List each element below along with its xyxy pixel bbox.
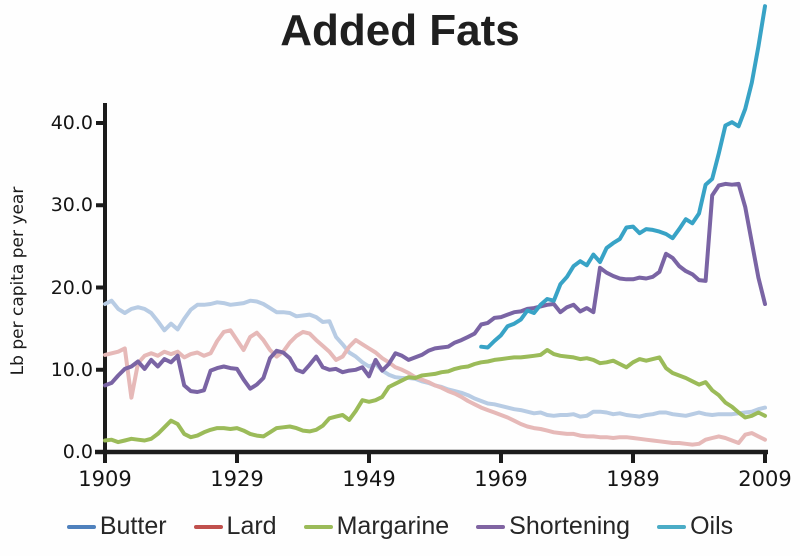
legend-label: Shortening — [509, 512, 631, 540]
legend: Butter Lard Margarine Shortening Oils — [0, 512, 800, 541]
series-line-lard — [103, 328, 767, 447]
legend-marker-margarine — [303, 524, 333, 529]
legend-marker-shortening — [476, 524, 506, 529]
x-tick-label: 1929 — [210, 467, 264, 491]
series-line-shortening — [103, 181, 767, 394]
y-tick-label: 40.0 — [50, 112, 93, 134]
legend-marker-oils — [657, 524, 687, 529]
x-tick-label: 1909 — [78, 467, 132, 491]
legend-item-oils: Oils — [657, 512, 733, 541]
y-tick-label: 20.0 — [50, 276, 93, 299]
legend-item-margarine: Margarine — [303, 512, 450, 541]
x-tick-label: 1969 — [474, 467, 528, 491]
legend-label: Oils — [690, 512, 734, 540]
series-line-oils — [479, 4, 767, 350]
legend-item-butter: Butter — [66, 512, 167, 541]
x-tick-label: 2009 — [738, 467, 792, 491]
y-tick-label: 10.0 — [50, 358, 93, 381]
legend-marker-butter — [66, 524, 96, 529]
y-tick-label: 0.0 — [62, 441, 93, 463]
series-line-margarine — [103, 348, 767, 445]
x-tick-label: 1949 — [342, 467, 396, 491]
series-line-butter — [103, 298, 767, 419]
y-axis-title: Lb per capita per year — [8, 186, 28, 376]
y-tick-label: 30.0 — [50, 194, 93, 217]
chart-title: Added Fats — [280, 6, 520, 55]
legend-item-lard: Lard — [193, 512, 277, 541]
legend-label: Butter — [99, 512, 167, 540]
legend-label: Lard — [226, 512, 277, 540]
x-tick-label: 1989 — [606, 467, 660, 491]
legend-marker-lard — [193, 524, 223, 529]
legend-label: Margarine — [336, 512, 450, 540]
legend-item-shortening: Shortening — [476, 512, 630, 541]
